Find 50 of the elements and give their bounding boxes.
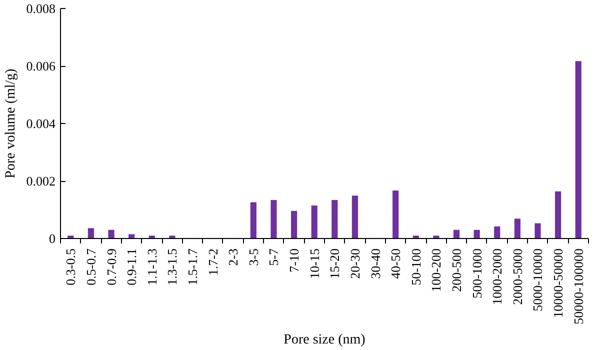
x-tick-label: 10-15 (306, 248, 322, 279)
x-tick-label: 100-200 (428, 248, 444, 292)
x-tick-label: 15-20 (327, 248, 342, 279)
bar (554, 191, 562, 238)
x-tick-label: 40-50 (388, 248, 404, 279)
x-tick-label: 7-10 (286, 248, 302, 272)
bar (534, 223, 541, 238)
x-tick-label: 1.3-1.5 (164, 248, 180, 286)
bar (392, 190, 399, 238)
bar (270, 200, 277, 238)
y-tick-label: 0.002 (26, 174, 56, 188)
x-tick-label: 5-7 (266, 248, 282, 266)
x-tick-label: 200-500 (449, 248, 464, 292)
x-tick-label: 500-1000 (469, 248, 484, 298)
x-tick-label: 0.9-1.1 (124, 248, 140, 286)
bar (494, 226, 500, 238)
x-tick-label: 5000-10000 (530, 248, 546, 312)
bar (128, 234, 135, 238)
x-tick-label: 1.1-1.3 (144, 248, 160, 286)
bar (250, 202, 256, 238)
x-tick-label: 1.5-1.7 (185, 248, 200, 286)
bar (88, 228, 94, 238)
x-tick-label: 10000-50000 (550, 248, 566, 318)
y-tick-label: 0.008 (26, 1, 56, 16)
bar (575, 61, 582, 238)
bar (290, 210, 298, 238)
y-tick-label: 0 (49, 231, 56, 246)
x-tick-label: 50-100 (408, 248, 424, 286)
x-tick-label: 30-40 (368, 248, 383, 279)
bar (311, 205, 318, 238)
x-tick-label: 2000-5000 (510, 248, 525, 305)
bar (108, 230, 114, 238)
y-axis-title: Pore volume (ml/g) (3, 68, 18, 178)
x-tick-label: 3-5 (246, 248, 261, 266)
x-axis-title: Pore size (nm) (284, 332, 366, 348)
x-tick-label: 50000-100000 (570, 248, 586, 324)
x-tick-label: 20-30 (347, 248, 362, 279)
y-tick-label: 0.006 (26, 58, 56, 74)
x-tick-label: 1000-2000 (490, 248, 505, 305)
bar (453, 230, 460, 238)
x-tick-label: 0.7-0.9 (104, 248, 119, 286)
bar (474, 230, 480, 238)
x-tick-label: 2-3 (226, 248, 241, 266)
y-tick-label: 0.004 (26, 116, 56, 131)
bar (352, 196, 358, 238)
x-tick-label: 0.5-0.7 (83, 248, 98, 286)
x-tick-label: 1.7-2 (205, 248, 220, 276)
bar (332, 200, 338, 238)
x-tick-label: 0.3-0.5 (63, 248, 78, 286)
bar (514, 218, 520, 238)
